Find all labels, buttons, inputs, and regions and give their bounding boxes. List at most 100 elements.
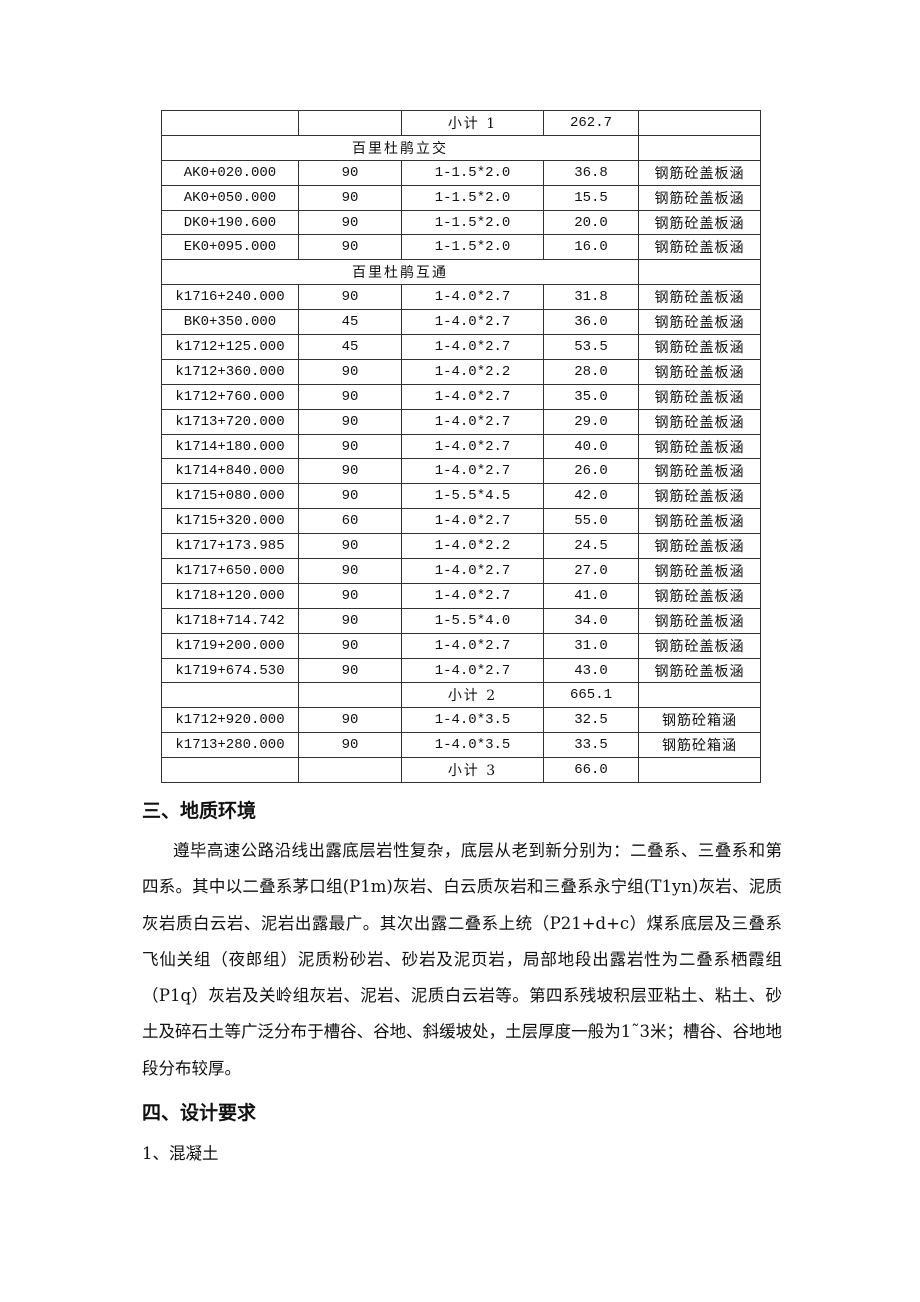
table-cell xyxy=(298,757,402,784)
table-cell xyxy=(638,134,761,161)
table-cell: k1714+180.000 xyxy=(161,433,299,460)
table-cell: 1-4.0*2.7 xyxy=(401,309,544,336)
table-cell: 90 xyxy=(298,707,402,734)
table-cell: 90 xyxy=(298,408,402,435)
table-cell: 33.5 xyxy=(543,732,639,759)
table-cell xyxy=(298,110,402,136)
table-cell xyxy=(638,110,761,136)
table-cell: 钢筋砼盖板涵 xyxy=(638,508,761,535)
table-cell: 36.0 xyxy=(543,309,639,336)
section-row: 百里杜鹃立交 xyxy=(161,134,761,161)
table-cell: k1715+080.000 xyxy=(161,483,299,510)
table-cell: 百里杜鹃互通 xyxy=(161,259,639,286)
table-cell: 55.0 xyxy=(543,508,639,535)
table-row: BK0+350.000 45 1-4.0*2.7 36.0 钢筋砼盖板涵 xyxy=(161,309,761,336)
table-row: k1717+173.985 90 1-4.0*2.2 24.5 钢筋砼盖板涵 xyxy=(161,533,761,560)
table-cell: 90 xyxy=(298,433,402,460)
table-row: k1715+080.000 90 1-5.5*4.5 42.0 钢筋砼盖板涵 xyxy=(161,483,761,510)
subtotal-row: 小计 1 262.7 xyxy=(161,110,761,136)
table-cell: 钢筋砼盖板涵 xyxy=(638,234,761,261)
table-cell: 钢筋砼盖板涵 xyxy=(638,582,761,609)
table-cell: 1-4.0*2.7 xyxy=(401,657,544,684)
table-cell: 45 xyxy=(298,309,402,336)
table-cell: 1-1.5*2.0 xyxy=(401,184,544,211)
table-cell: 42.0 xyxy=(543,483,639,510)
table-cell: 16.0 xyxy=(543,234,639,261)
table-cell: 钢筋砼盖板涵 xyxy=(638,184,761,211)
table-cell: 1-4.0*2.7 xyxy=(401,632,544,659)
table-row: k1716+240.000 90 1-4.0*2.7 31.8 钢筋砼盖板涵 xyxy=(161,284,761,311)
table-row: k1713+720.000 90 1-4.0*2.7 29.0 钢筋砼盖板涵 xyxy=(161,408,761,435)
table-cell: 35.0 xyxy=(543,383,639,410)
table-cell: 90 xyxy=(298,383,402,410)
table-cell: BK0+350.000 xyxy=(161,309,299,336)
table-cell: 钢筋砼盖板涵 xyxy=(638,657,761,684)
table-row: k1718+714.742 90 1-5.5*4.0 34.0 钢筋砼盖板涵 xyxy=(161,607,761,634)
table-cell: 1-5.5*4.5 xyxy=(401,483,544,510)
table-cell: k1713+720.000 xyxy=(161,408,299,435)
table-cell: AK0+020.000 xyxy=(161,159,299,186)
section-heading-design: 四、设计要求 xyxy=(142,1102,257,1124)
table-row: k1712+760.000 90 1-4.0*2.7 35.0 钢筋砼盖板涵 xyxy=(161,383,761,410)
table-cell: 36.8 xyxy=(543,159,639,186)
table-cell: EK0+095.000 xyxy=(161,234,299,261)
table-cell: 15.5 xyxy=(543,184,639,211)
table-row: AK0+050.000 90 1-1.5*2.0 15.5 钢筋砼盖板涵 xyxy=(161,184,761,211)
table-cell: 29.0 xyxy=(543,408,639,435)
table-cell: 90 xyxy=(298,533,402,560)
table-cell: 1-5.5*4.0 xyxy=(401,607,544,634)
table-cell: k1717+650.000 xyxy=(161,558,299,584)
table-cell: 1-1.5*2.0 xyxy=(401,209,544,236)
table-cell: 31.0 xyxy=(543,632,639,659)
table-cell: 钢筋砼盖板涵 xyxy=(638,209,761,236)
table-row: k1714+840.000 90 1-4.0*2.7 26.0 钢筋砼盖板涵 xyxy=(161,458,761,485)
table-cell: 26.0 xyxy=(543,458,639,485)
table-cell: 27.0 xyxy=(543,558,639,584)
table-row: DK0+190.600 90 1-1.5*2.0 20.0 钢筋砼盖板涵 xyxy=(161,209,761,236)
section-row: 百里杜鹃互通 xyxy=(161,259,761,286)
table-cell: 钢筋砼盖板涵 xyxy=(638,383,761,410)
table-cell: 24.5 xyxy=(543,533,639,560)
table-row: k1717+650.000 90 1-4.0*2.7 27.0 钢筋砼盖板涵 xyxy=(161,558,761,584)
table-cell: 43.0 xyxy=(543,657,639,684)
table-cell: 钢筋砼盖板涵 xyxy=(638,632,761,659)
table-cell: 1-4.0*2.7 xyxy=(401,458,544,485)
table-cell: 1-4.0*2.7 xyxy=(401,582,544,609)
table-cell: 1-1.5*2.0 xyxy=(401,159,544,186)
table-cell: 90 xyxy=(298,607,402,634)
table-cell: 1-4.0*3.5 xyxy=(401,707,544,734)
table-cell: 钢筋砼盖板涵 xyxy=(638,358,761,385)
culvert-table: 小计 1 262.7 百里杜鹃立交 AK0+020.000 90 1-1.5*2.0 36.… xyxy=(161,110,761,784)
table-cell: k1715+320.000 xyxy=(161,508,299,535)
table-cell: 90 xyxy=(298,483,402,510)
table-cell: AK0+050.000 xyxy=(161,184,299,211)
table-cell: 钢筋砼盖板涵 xyxy=(638,309,761,336)
table-cell: 钢筋砼盖板涵 xyxy=(638,334,761,360)
table-cell: k1712+360.000 xyxy=(161,358,299,385)
table-cell xyxy=(638,682,761,709)
table-cell: k1713+280.000 xyxy=(161,732,299,759)
section-heading-geology: 三、地质环境 xyxy=(142,800,257,822)
table-cell: 钢筋砼盖板涵 xyxy=(638,558,761,584)
table-cell xyxy=(638,757,761,784)
table-row: AK0+020.000 90 1-1.5*2.0 36.8 钢筋砼盖板涵 xyxy=(161,159,761,186)
table-cell: k1716+240.000 xyxy=(161,284,299,311)
table-cell: 1-4.0*2.2 xyxy=(401,358,544,385)
table-cell: 90 xyxy=(298,458,402,485)
table-cell: 1-4.0*2.7 xyxy=(401,558,544,584)
table-cell: 90 xyxy=(298,657,402,684)
table-cell: k1719+200.000 xyxy=(161,632,299,659)
table-cell: 1-4.0*2.2 xyxy=(401,533,544,560)
table-cell: k1717+173.985 xyxy=(161,533,299,560)
table-cell: 小计 3 xyxy=(401,757,544,784)
table-cell: 28.0 xyxy=(543,358,639,385)
table-cell: 1-1.5*2.0 xyxy=(401,234,544,261)
table-cell: 钢筋砼盖板涵 xyxy=(638,284,761,311)
table-cell: 1-4.0*2.7 xyxy=(401,433,544,460)
table-row: k1718+120.000 90 1-4.0*2.7 41.0 钢筋砼盖板涵 xyxy=(161,582,761,609)
table-row: k1719+674.530 90 1-4.0*2.7 43.0 钢筋砼盖板涵 xyxy=(161,657,761,684)
table-cell: 1-4.0*2.7 xyxy=(401,284,544,311)
table-row: k1714+180.000 90 1-4.0*2.7 40.0 钢筋砼盖板涵 xyxy=(161,433,761,460)
table-cell: 钢筋砼盖板涵 xyxy=(638,159,761,186)
table-cell: k1719+674.530 xyxy=(161,657,299,684)
